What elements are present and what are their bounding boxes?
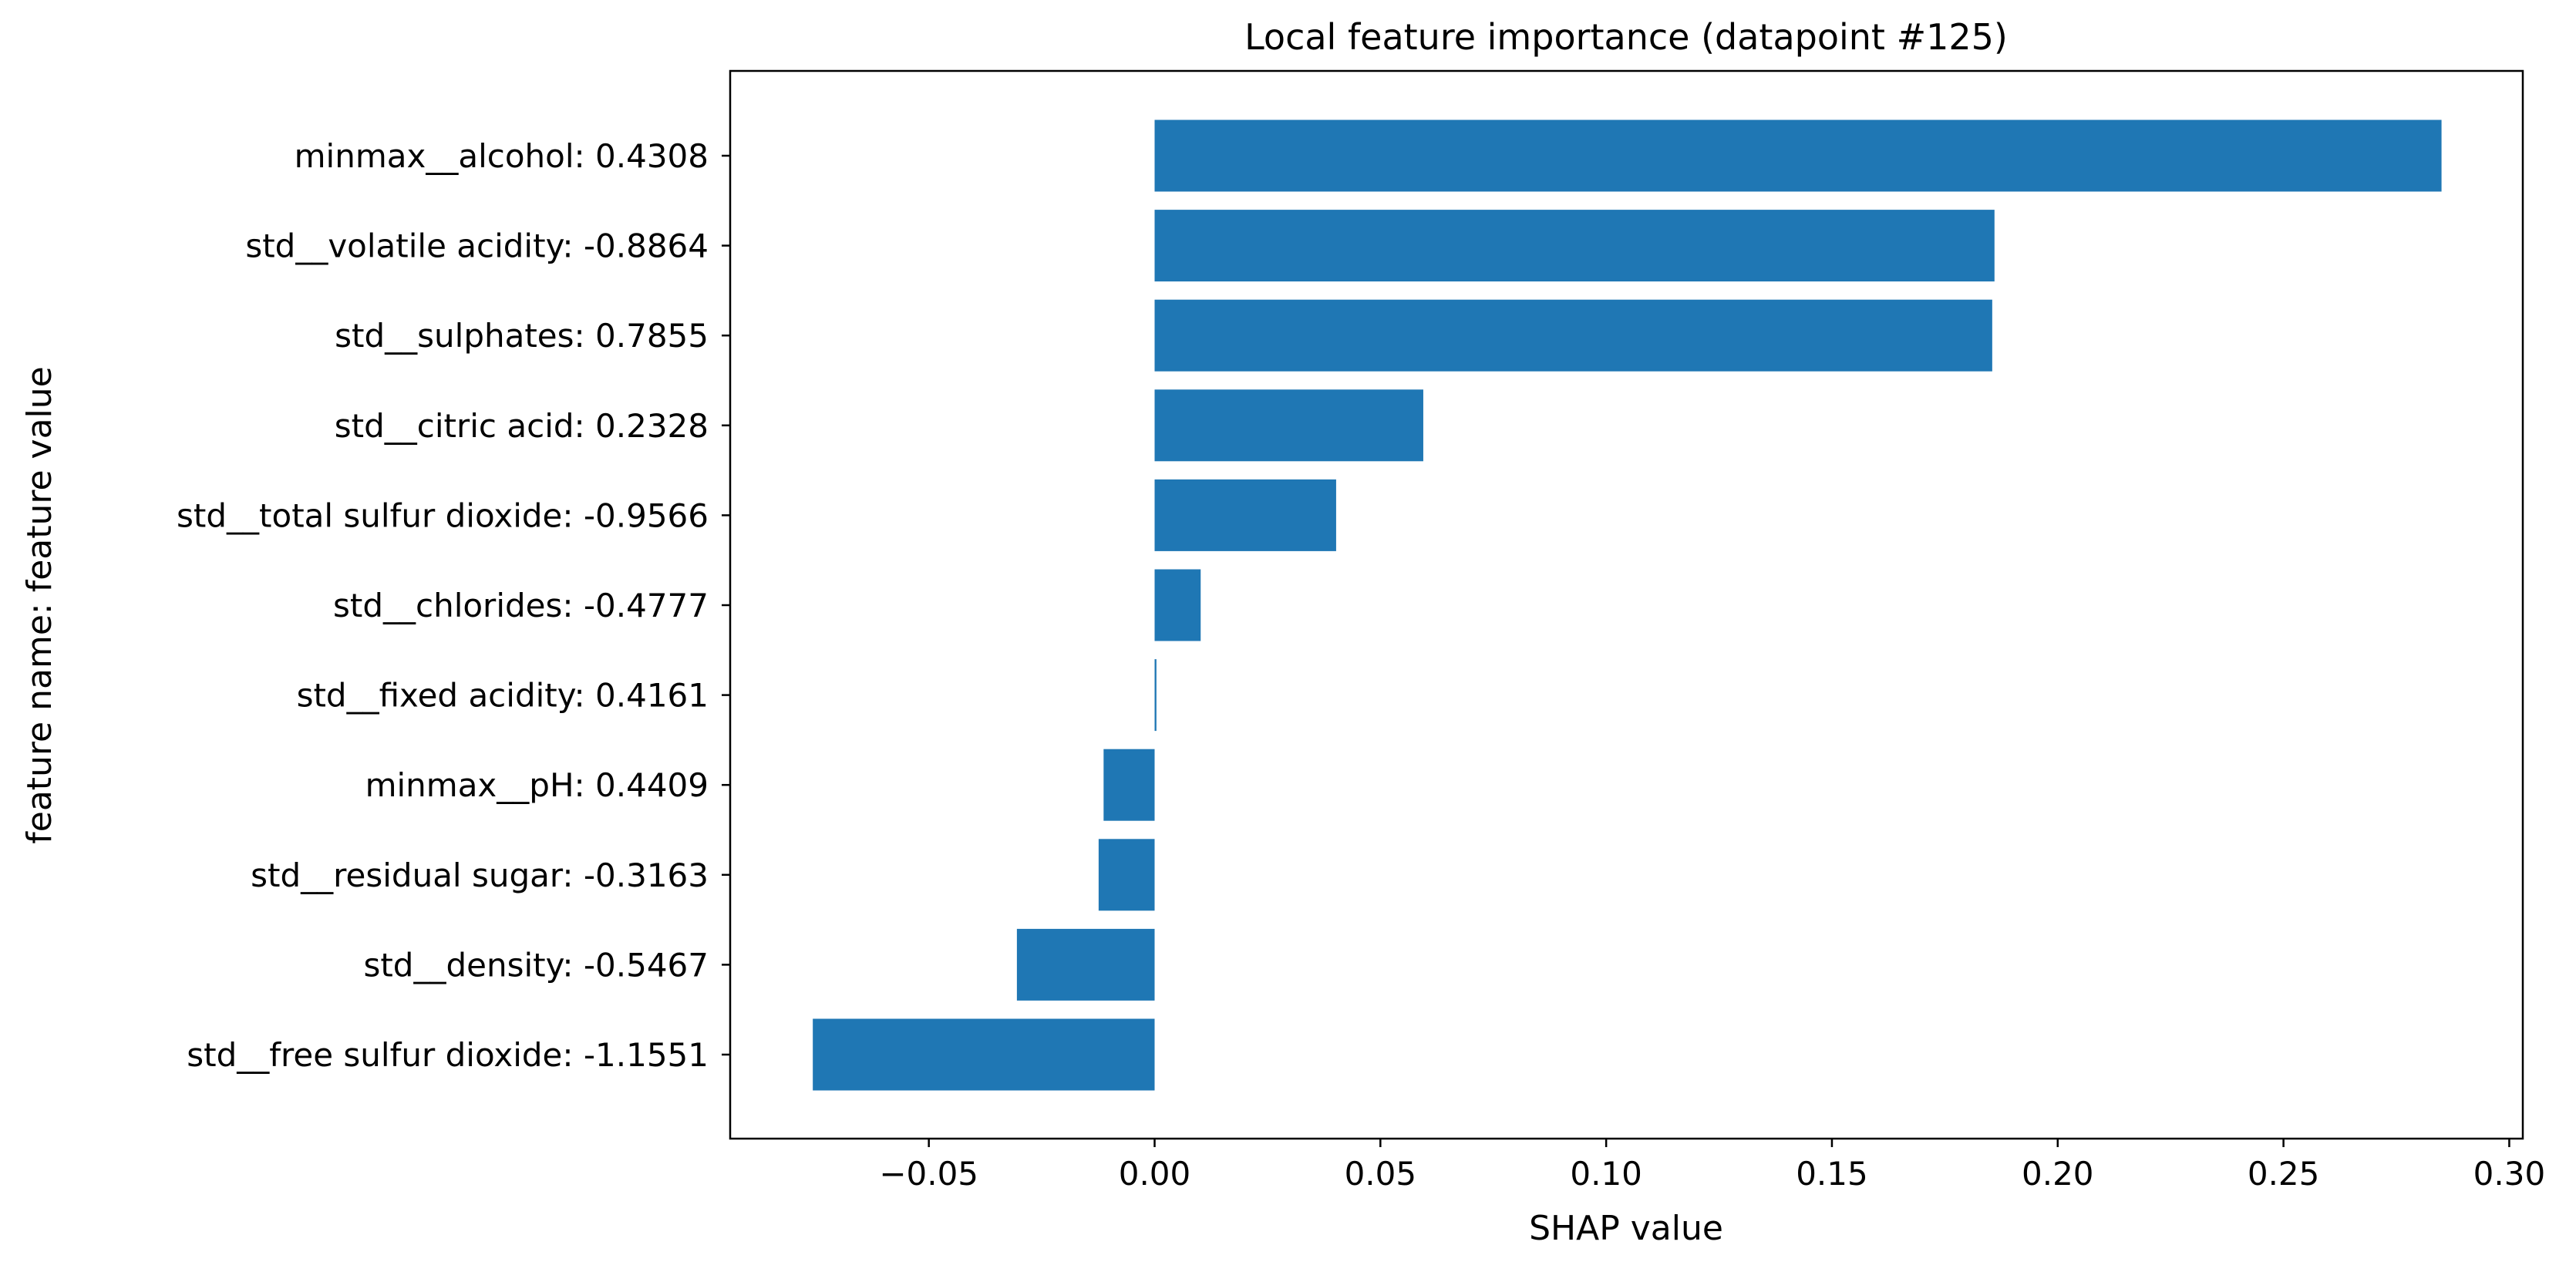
bar bbox=[1016, 928, 1155, 1001]
x-axis-ticks: −0.05 0.00 0.05 0.10 0.15 0.20 0.25 0.30 bbox=[879, 1139, 2545, 1193]
bar bbox=[1154, 119, 2442, 192]
chart-title: Local feature importance (datapoint #125… bbox=[1244, 16, 2008, 58]
bar bbox=[1154, 479, 1336, 551]
x-tick-label: 0.20 bbox=[2022, 1155, 2094, 1193]
y-tick-label: std__chlorides: -0.4777 bbox=[333, 587, 709, 624]
x-tick-label: 0.25 bbox=[2248, 1155, 2320, 1193]
y-tick-label: std__density: -0.5467 bbox=[363, 946, 709, 984]
bar bbox=[813, 1018, 1155, 1091]
y-axis-ticks: minmax__alcohol: 0.4308 std__volatile aci… bbox=[177, 137, 730, 1074]
x-axis-label: SHAP value bbox=[1529, 1209, 1723, 1248]
y-tick-label: std__free sulfur dioxide: -1.1551 bbox=[187, 1036, 709, 1074]
x-tick-label: 0.00 bbox=[1119, 1155, 1191, 1193]
y-tick-label: std__fixed acidity: 0.4161 bbox=[297, 677, 709, 715]
x-tick-label: 0.10 bbox=[1570, 1155, 1642, 1193]
y-tick-label: std__volatile acidity: -0.8864 bbox=[245, 227, 709, 265]
bar bbox=[1154, 210, 1995, 282]
bars-group bbox=[813, 119, 2442, 1091]
bar bbox=[1154, 389, 1423, 462]
bar bbox=[1154, 569, 1201, 641]
y-tick-label: std__citric acid: 0.2328 bbox=[335, 407, 709, 445]
bar bbox=[1154, 299, 1992, 372]
x-tick-label: 0.05 bbox=[1345, 1155, 1417, 1193]
y-tick-label: minmax__pH: 0.4409 bbox=[365, 766, 709, 804]
x-tick-label: 0.30 bbox=[2473, 1155, 2546, 1193]
y-tick-label: std__total sulfur dioxide: -0.9566 bbox=[177, 496, 709, 534]
y-tick-label: std__residual sugar: -0.3163 bbox=[251, 856, 709, 894]
x-tick-label: −0.05 bbox=[879, 1155, 978, 1193]
bar bbox=[1098, 839, 1155, 911]
y-tick-label: std__sulphates: 0.7855 bbox=[335, 317, 709, 355]
x-tick-label: 0.15 bbox=[1796, 1155, 1868, 1193]
y-axis-label: feature name: feature value bbox=[20, 366, 59, 843]
y-tick-label: minmax__alcohol: 0.4308 bbox=[295, 137, 709, 175]
plot-frame bbox=[729, 69, 2524, 1140]
bar bbox=[1154, 659, 1157, 732]
bar bbox=[1103, 749, 1155, 821]
